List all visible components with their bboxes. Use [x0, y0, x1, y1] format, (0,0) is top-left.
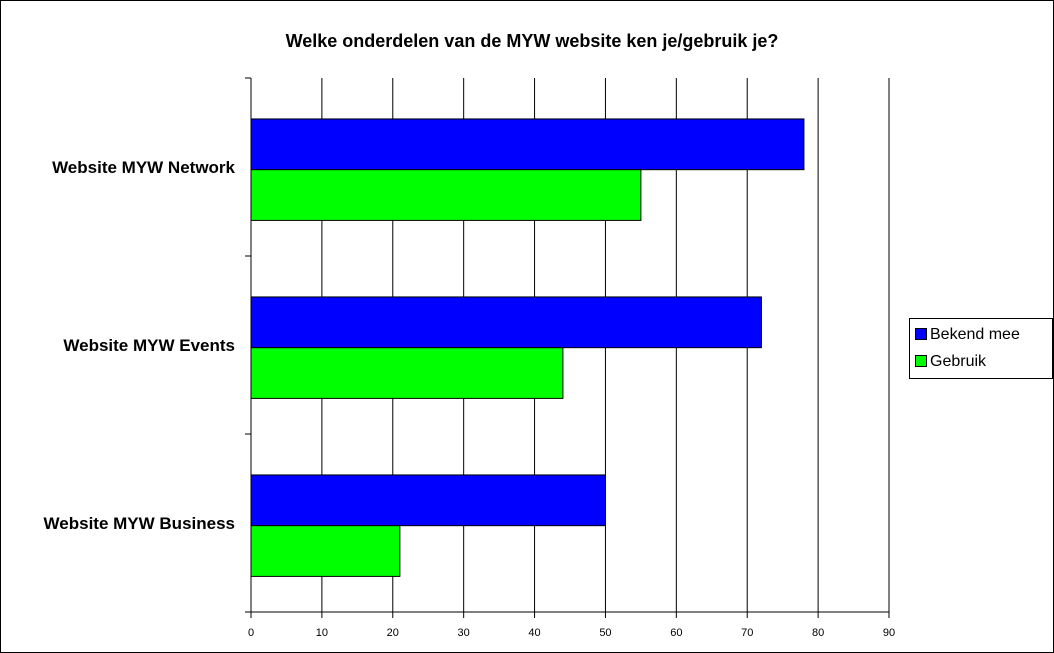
x-tick-label: 50: [599, 627, 611, 639]
x-tick-label: 0: [248, 627, 254, 639]
y-tick-label-box: Website MYW Network: [52, 107, 235, 227]
legend-label: Bekend mee: [930, 326, 1020, 343]
x-tick-label: 70: [741, 627, 753, 639]
x-tick-label: 20: [387, 627, 399, 639]
y-tick-label-box: Website MYW Events: [63, 285, 235, 405]
bar: [250, 169, 642, 221]
bar: [250, 118, 805, 171]
bar: [250, 347, 564, 399]
x-tick-label: 60: [670, 627, 682, 639]
bar: [250, 474, 606, 527]
legend-box: [909, 318, 1053, 379]
x-tick-label: 30: [458, 627, 470, 639]
y-tick-label: Website MYW Business: [43, 513, 235, 533]
y-tick-label-box: Website MYW Business: [44, 463, 235, 583]
legend-swatch: [915, 328, 927, 340]
x-tick-label: 90: [883, 627, 895, 639]
y-tick-label: Website MYW Network: [52, 157, 235, 177]
legend-label: Gebruik: [930, 353, 987, 370]
bar: [250, 525, 401, 577]
legend-swatch: [915, 355, 927, 367]
bar: [250, 296, 762, 349]
y-tick-label: Website MYW Events: [63, 335, 235, 355]
x-tick-label: 40: [528, 627, 540, 639]
x-tick-label: 80: [812, 627, 824, 639]
chart-title: Welke onderdelen van de MYW website ken …: [286, 31, 779, 51]
x-tick-label: 10: [316, 627, 328, 639]
